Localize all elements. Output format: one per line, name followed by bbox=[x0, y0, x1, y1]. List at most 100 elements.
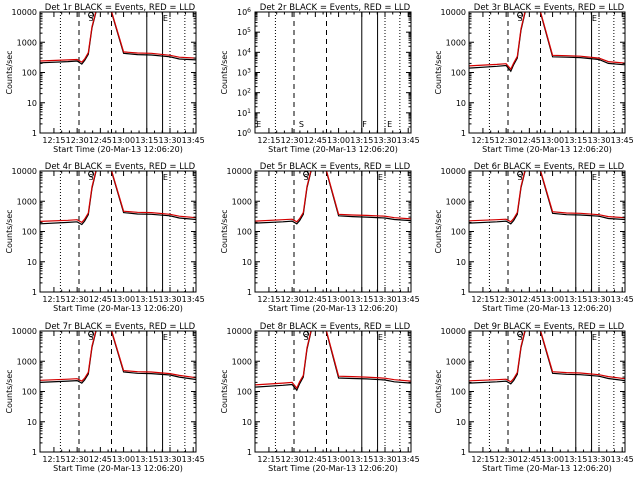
x-tick-label: 12:15 bbox=[257, 136, 280, 145]
x-tick-label: 13:45 bbox=[182, 295, 205, 304]
y-tick-label: 10 bbox=[27, 258, 37, 267]
marker-label: E bbox=[592, 333, 597, 342]
x-tick-label: 13:30 bbox=[158, 136, 181, 145]
series-lld bbox=[469, 12, 625, 71]
y-tick-label: 1 bbox=[32, 288, 37, 297]
y-tick-label: 100 bbox=[451, 69, 466, 78]
x-tick-label: 12:30 bbox=[281, 136, 304, 145]
x-tick-label: 13:30 bbox=[158, 295, 181, 304]
series-events bbox=[40, 171, 196, 226]
y-tick-label: 10000 bbox=[227, 327, 252, 336]
x-tick-label: 13:15 bbox=[564, 136, 587, 145]
panel-title: Det 1r BLACK = Events, RED = LLD bbox=[45, 3, 196, 13]
y-tick-label: 104 bbox=[237, 47, 251, 57]
x-tick-label: 12:45 bbox=[304, 136, 327, 145]
marker-label: S bbox=[89, 14, 94, 23]
y-tick-label: 10000 bbox=[441, 8, 466, 17]
x-tick-label: 13:30 bbox=[587, 136, 610, 145]
panel-2: E S F E 100 101 102 103 104 105 106 12:15 12:30 12:45… bbox=[220, 3, 420, 154]
x-tick-label: 12:15 bbox=[257, 455, 280, 464]
x-tick-label: 13:15 bbox=[350, 136, 373, 145]
x-tick-label: 13:15 bbox=[564, 295, 587, 304]
y-tick-label: 103 bbox=[237, 68, 251, 78]
x-tick-label: 13:45 bbox=[397, 295, 420, 304]
x-tick-label: 13:45 bbox=[182, 136, 205, 145]
x-tick-label: 12:30 bbox=[281, 295, 304, 304]
y-tick-label: 10 bbox=[242, 258, 252, 267]
axes-frame bbox=[254, 170, 412, 293]
marker-label: S bbox=[299, 120, 304, 129]
x-tick-label: 13:15 bbox=[135, 295, 158, 304]
series-lld bbox=[255, 171, 411, 223]
y-axis-label: Counts/sec bbox=[434, 50, 443, 94]
marker-label: S bbox=[304, 333, 309, 342]
x-tick-label: 12:30 bbox=[66, 295, 89, 304]
marker-label: E bbox=[163, 333, 168, 342]
x-tick-label: 13:30 bbox=[587, 295, 610, 304]
x-tick-label: 12:30 bbox=[66, 455, 89, 464]
panel-title: Det 2r BLACK = Events, RED = LLD bbox=[260, 3, 411, 13]
x-tick-label: 13:00 bbox=[541, 136, 564, 145]
y-tick-label: 102 bbox=[237, 88, 251, 98]
marker-label: S bbox=[518, 173, 523, 182]
y-tick-label: 1000 bbox=[17, 38, 37, 47]
series-lld bbox=[469, 331, 625, 383]
x-tick-label: 13:00 bbox=[112, 295, 135, 304]
x-tick-label: 13:00 bbox=[327, 455, 350, 464]
y-tick-label: 100 bbox=[237, 388, 252, 397]
marker-label: E bbox=[592, 14, 597, 23]
marker-label: E bbox=[378, 173, 383, 182]
x-tick-label: 13:45 bbox=[397, 136, 420, 145]
x-tick-label: 13:45 bbox=[397, 455, 420, 464]
x-tick-label: 12:15 bbox=[471, 455, 494, 464]
x-tick-label: 12:30 bbox=[495, 455, 518, 464]
series-events bbox=[255, 171, 411, 225]
y-tick-label: 100 bbox=[237, 128, 251, 138]
y-tick-label: 1 bbox=[461, 448, 466, 457]
x-tick-label: 12:45 bbox=[518, 295, 541, 304]
x-tick-label: 13:45 bbox=[182, 455, 205, 464]
panel-title: Det 8r BLACK = Events, RED = LLD bbox=[260, 322, 411, 332]
y-tick-label: 1000 bbox=[17, 197, 37, 206]
y-tick-label: 10000 bbox=[12, 167, 37, 176]
x-tick-label: 12:15 bbox=[42, 295, 65, 304]
x-tick-label: 13:00 bbox=[541, 295, 564, 304]
panel-title: Det 3r BLACK = Events, RED = LLD bbox=[474, 3, 625, 13]
series-lld bbox=[469, 171, 625, 223]
y-tick-label: 1000 bbox=[446, 357, 466, 366]
x-tick-label: 13:00 bbox=[541, 455, 564, 464]
y-tick-label: 1 bbox=[247, 448, 252, 457]
y-tick-label: 100 bbox=[22, 228, 37, 237]
x-axis-label: Start Time (20-Mar-13 12:06:20) bbox=[53, 304, 183, 313]
x-axis-label: Start Time (20-Mar-13 12:06:20) bbox=[482, 464, 612, 473]
y-tick-label: 10 bbox=[27, 99, 37, 108]
x-axis-label: Start Time (20-Mar-13 12:06:20) bbox=[482, 145, 612, 154]
y-axis-label: Counts/sec bbox=[220, 50, 229, 94]
y-tick-label: 1000 bbox=[17, 357, 37, 366]
y-axis-label: Counts/sec bbox=[434, 369, 443, 413]
axes-frame bbox=[468, 170, 626, 293]
series-events bbox=[40, 331, 196, 384]
y-axis-label: Counts/sec bbox=[5, 50, 14, 94]
x-tick-label: 13:15 bbox=[135, 136, 158, 145]
x-tick-label: 12:30 bbox=[66, 136, 89, 145]
marker-label: E bbox=[387, 120, 392, 129]
x-tick-label: 13:30 bbox=[373, 136, 396, 145]
y-axis-label: Counts/sec bbox=[434, 209, 443, 253]
y-tick-label: 10 bbox=[27, 418, 37, 427]
y-axis-label: Counts/sec bbox=[5, 369, 14, 413]
marker-label: S bbox=[89, 173, 94, 182]
x-tick-label: 12:15 bbox=[42, 136, 65, 145]
y-tick-label: 106 bbox=[237, 7, 251, 17]
axes-frame bbox=[39, 170, 197, 293]
series-events bbox=[469, 171, 625, 225]
y-tick-label: 1000 bbox=[446, 38, 466, 47]
x-tick-label: 13:00 bbox=[327, 295, 350, 304]
series-events bbox=[40, 12, 196, 65]
axes-frame bbox=[254, 330, 412, 453]
x-tick-label: 13:45 bbox=[611, 136, 634, 145]
